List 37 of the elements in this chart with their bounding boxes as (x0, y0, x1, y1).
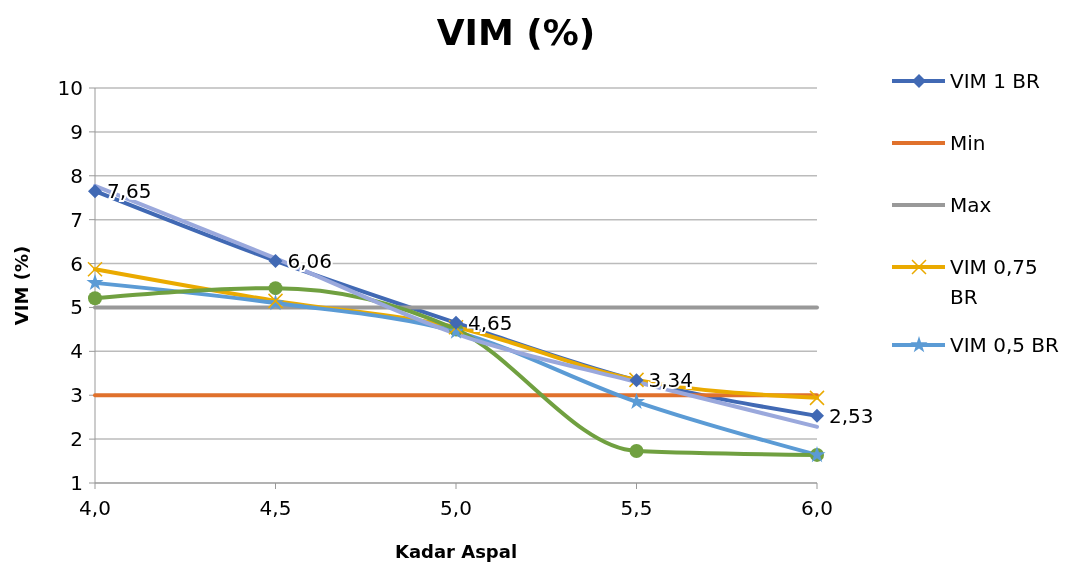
point (268, 253, 283, 268)
point (449, 315, 463, 330)
data-label: 4,65 (468, 310, 513, 335)
y-tick-label: 9 (70, 119, 83, 144)
legend-label: Max (950, 193, 992, 217)
y-tick-label: 10 (57, 76, 83, 100)
data-label: 7,65 (107, 179, 152, 204)
x-tick-label: 6,0 (801, 496, 833, 520)
y-tick-label: 6 (70, 251, 83, 276)
point (629, 443, 644, 458)
x-tick-label: 5,5 (620, 496, 653, 520)
y-tick-label: 4 (70, 339, 83, 364)
x-tick-label: 5,0 (440, 496, 472, 520)
y-axis-title: VIM (%) (11, 245, 32, 326)
data-label: 2,53 (829, 403, 874, 428)
y-tick-label: 3 (70, 383, 83, 408)
point (809, 390, 825, 406)
x-tick-label: 4,5 (259, 496, 292, 520)
legend-label: VIM 0,75 BR (950, 255, 1038, 309)
point (268, 281, 283, 296)
y-tick-label: 8 (70, 163, 83, 188)
chart-title: VIM (%) (436, 12, 596, 53)
y-tick-label: 7 (70, 207, 83, 232)
y-tick-label: 2 (70, 427, 83, 452)
y-tick-label: 1 (70, 471, 83, 495)
y-tick-label: 5 (70, 295, 83, 320)
legend-label: VIM 0,5 BR (950, 333, 1060, 357)
legend-label: VIM 1 BR (950, 69, 1040, 93)
point (810, 408, 824, 423)
point (86, 273, 104, 291)
point (88, 184, 102, 199)
data-label: 6,06 (287, 248, 333, 273)
x-tick-label: 4,0 (79, 496, 111, 520)
legend-label: Min (950, 131, 986, 155)
x-axis-title: Kadar Aspal (394, 541, 518, 562)
point (88, 291, 102, 306)
point (87, 261, 103, 278)
